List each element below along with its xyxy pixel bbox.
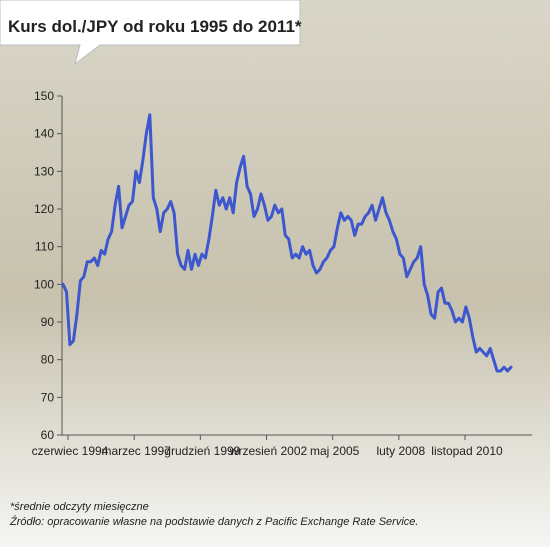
footnote-note: *średnie odczyty miesięczne — [10, 501, 149, 513]
x-tick-label: marzec 1997 — [101, 444, 171, 458]
x-tick-label: maj 2005 — [310, 444, 360, 458]
chart-title: Kurs dol./JPY od roku 1995 do 2011* — [8, 17, 302, 36]
y-tick-label: 80 — [41, 353, 55, 367]
x-tick-label: czerwiec 1994 — [32, 444, 109, 458]
y-tick-label: 70 — [41, 390, 55, 404]
series-line — [61, 113, 513, 373]
y-tick-label: 110 — [35, 240, 54, 254]
y-tick-label: 60 — [41, 428, 55, 442]
y-tick-label: 120 — [34, 202, 54, 216]
y-tick-label: 140 — [34, 127, 54, 141]
x-tick-label: wrzesień 2002 — [229, 444, 308, 458]
y-tick-label: 150 — [34, 89, 54, 103]
y-ticks: 60 70 80 90 100 110 120 130 140 150 — [34, 89, 62, 442]
x-tick-label: listopad 2010 — [431, 444, 503, 458]
title-box — [0, 0, 301, 66]
x-tick-label: grudzień 1999 — [164, 444, 240, 458]
title-callout: Kurs dol./JPY od roku 1995 do 2011* — [0, 0, 302, 66]
y-tick-label: 100 — [34, 277, 54, 291]
footnote-source: Źródło: opracowanie własne na podstawie … — [10, 516, 419, 528]
series-group — [61, 113, 513, 373]
y-tick-label: 130 — [34, 164, 54, 178]
y-tick-label: 90 — [41, 315, 55, 329]
x-tick-label: luty 2008 — [376, 444, 425, 458]
